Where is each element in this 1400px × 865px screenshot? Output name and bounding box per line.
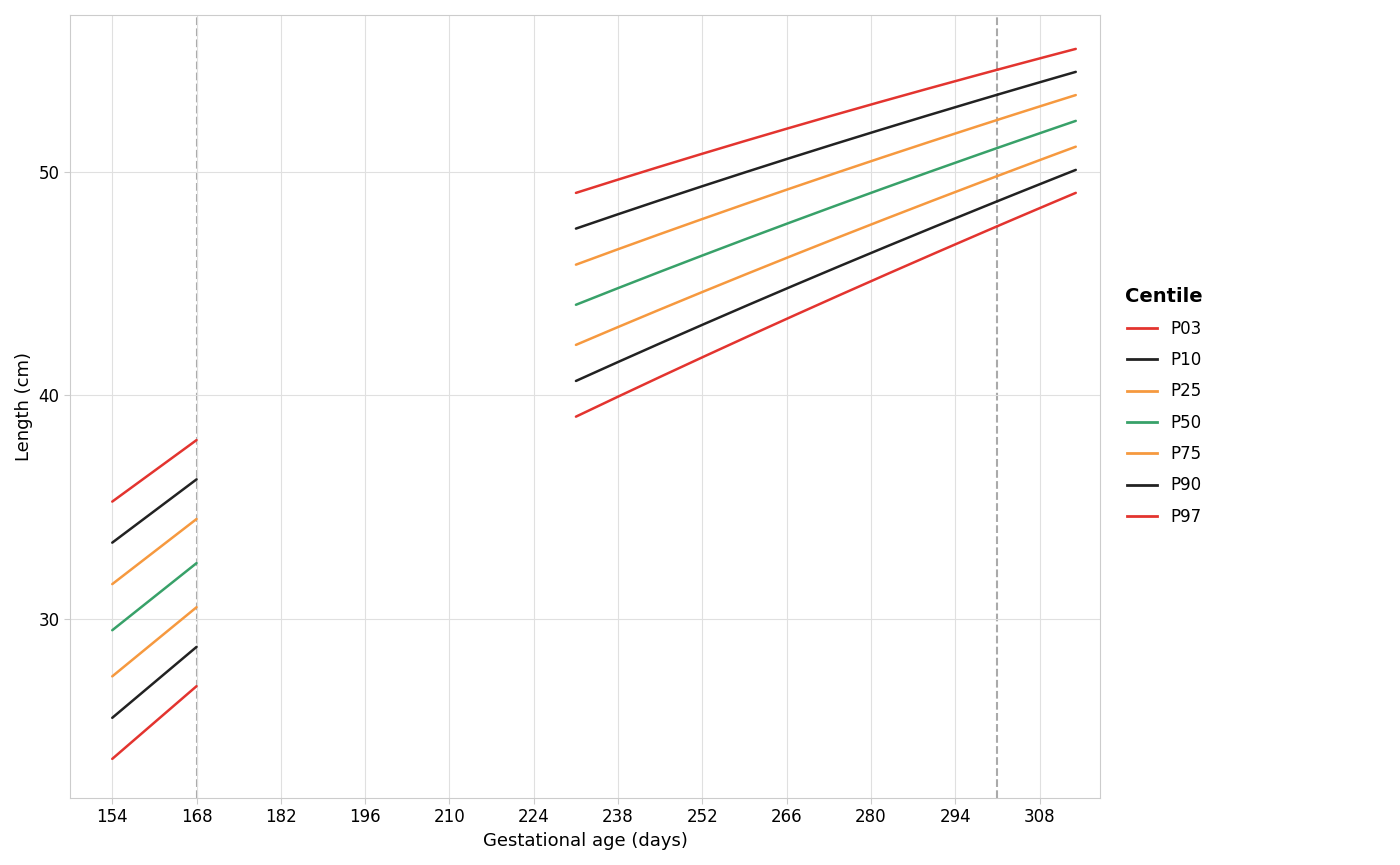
X-axis label: Gestational age (days): Gestational age (days)	[483, 832, 687, 850]
Legend: P03, P10, P25, P50, P75, P90, P97: P03, P10, P25, P50, P75, P90, P97	[1119, 280, 1210, 532]
Y-axis label: Length (cm): Length (cm)	[15, 352, 34, 461]
